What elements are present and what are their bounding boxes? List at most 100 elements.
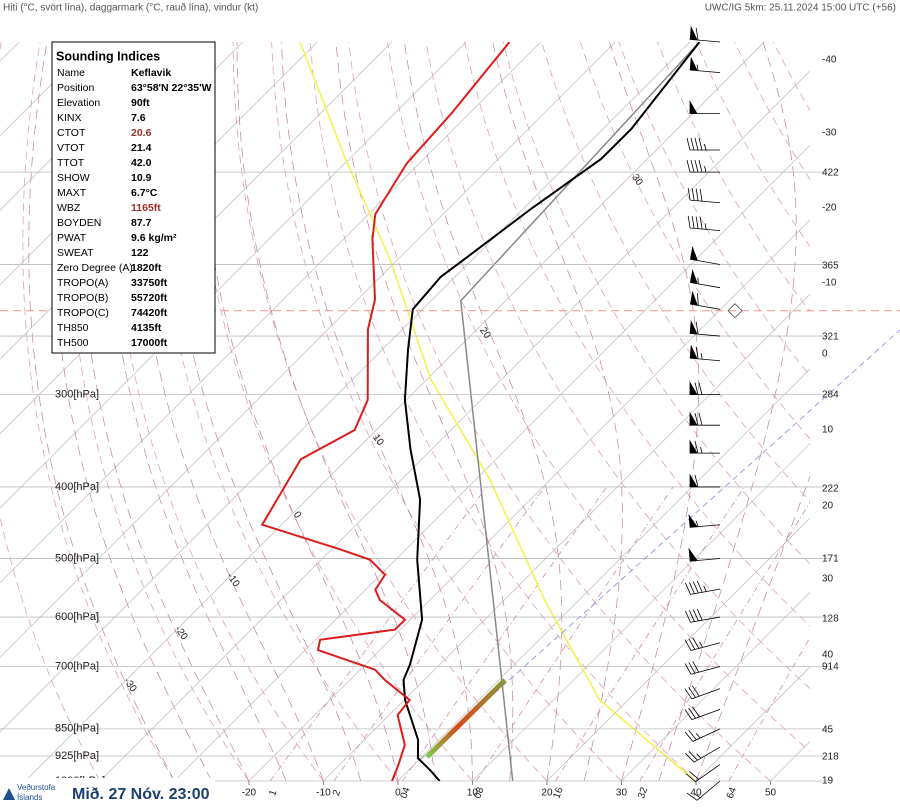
isotherm	[323, 293, 810, 781]
y-tick-label: 300[hPa]	[55, 388, 99, 400]
wind-barb	[689, 245, 721, 265]
index-value: Keflavik	[131, 67, 171, 79]
right-label: 20	[822, 501, 834, 512]
index-label: MAXT	[57, 187, 87, 199]
wind-barb	[689, 25, 721, 43]
isotherm	[0, 42, 542, 584]
isotherm	[0, 42, 169, 211]
right-label: 218	[822, 752, 839, 763]
wind-barb	[686, 137, 720, 151]
x-tick-label: 10	[467, 788, 479, 799]
x-tick-label: 40	[690, 788, 702, 799]
wind-barb	[688, 547, 721, 562]
right-label: 171	[822, 554, 839, 565]
index-value: 1165ft	[131, 202, 161, 214]
wind-barb	[689, 290, 721, 310]
indices-box	[51, 41, 216, 354]
right-label: 40	[822, 650, 834, 661]
wind-barb	[687, 215, 721, 232]
right-label: -30	[822, 128, 837, 139]
index-label: SWEAT	[57, 247, 94, 259]
isotherm	[397, 368, 810, 781]
right-label: 45	[822, 725, 834, 736]
wind-barb	[689, 473, 720, 488]
index-value: 122	[131, 247, 149, 259]
mixing-ratio-label: 1	[267, 788, 279, 797]
index-label: TTOT	[57, 157, 85, 169]
header-right: UWC/IG 5km: 25.11.2024 15:00 UTC (+56)	[705, 3, 896, 14]
wind-barb	[685, 746, 721, 763]
index-label: TROPO(B)	[57, 292, 108, 304]
isotherm	[99, 70, 810, 781]
mixing-ratio-label: 32	[636, 786, 650, 801]
mixing-ratio-label: 2	[331, 788, 343, 797]
index-label: Elevation	[57, 97, 100, 109]
y-tick-label: 850[hPa]	[55, 723, 99, 735]
index-value: 87.7	[131, 217, 152, 229]
right-label: 321	[822, 332, 839, 343]
index-label: SHOW	[57, 172, 90, 184]
wind-barb	[689, 381, 720, 395]
index-value: 17000ft	[131, 337, 168, 349]
index-label: Zero Degree (A)	[57, 262, 133, 274]
right-label: 0	[822, 349, 828, 360]
index-value: 7.6	[131, 112, 146, 124]
wind-barb	[689, 100, 720, 115]
y-tick-label: 400[hPa]	[55, 481, 99, 493]
isotherm	[621, 591, 810, 781]
wind-barb	[689, 56, 721, 73]
isotherm	[174, 144, 810, 781]
wind-barb	[689, 411, 720, 426]
wind-barb	[688, 513, 721, 528]
x-tick-label: -10	[316, 788, 331, 799]
isotherm	[0, 42, 616, 658]
isotherm	[472, 442, 810, 781]
wind-barb	[686, 780, 721, 801]
wind-barb	[684, 637, 721, 651]
index-label: TH500	[57, 337, 89, 349]
wind-barb	[689, 269, 721, 289]
logo-text: Veðurstofa	[17, 783, 56, 792]
foreground: 1 2 04 08 16 32 64 300[hPa] 400[hPa] 500[hPa] 600[…	[0, 25, 900, 808]
x-tick-label: -20	[242, 788, 257, 799]
right-label: 30	[822, 574, 834, 585]
index-label: WBZ	[57, 202, 81, 214]
mixing-ratio-line	[475, 486, 674, 781]
y-tick-label: 700[hPa]	[55, 660, 99, 672]
right-label: 222	[822, 484, 839, 495]
right-label: 365	[822, 261, 839, 272]
wind-barb	[686, 160, 720, 173]
mixing-ratio-label: 04	[399, 786, 413, 801]
indices-title: Sounding Indices	[56, 49, 160, 63]
right-label: -20	[822, 203, 837, 214]
x-tick-label: 50	[765, 788, 777, 799]
right-label: 284	[822, 390, 839, 401]
y-tick-label: 500[hPa]	[55, 552, 99, 564]
index-value: 9.6 kg/m²	[131, 232, 177, 244]
wind-barb	[684, 728, 721, 742]
x-tick-label: 0	[395, 788, 401, 799]
index-label: VTOT	[57, 142, 85, 154]
isotherm	[0, 42, 691, 733]
index-label: PWAT	[57, 232, 87, 244]
right-label: -10	[822, 278, 837, 289]
wind-barb	[684, 661, 721, 675]
index-value: 90ft	[131, 97, 150, 109]
index-value: 1820ft	[131, 262, 162, 274]
profile-line	[299, 42, 696, 781]
footer-time: Mið. 27 Nóv. 23:00	[72, 786, 210, 803]
index-value: 6.7°C	[131, 187, 158, 199]
right-label: 128	[822, 614, 839, 625]
x-tick-label: 30	[616, 788, 628, 799]
isotherm	[25, 42, 765, 781]
index-label: KINX	[57, 112, 82, 124]
wind-barb	[687, 187, 721, 204]
wind-barb	[689, 320, 721, 337]
right-label: 422	[822, 168, 839, 179]
isotherm	[0, 42, 392, 435]
wind-barb	[685, 608, 721, 623]
index-value: 63°58'N 22°35'W	[131, 82, 212, 94]
tropopause-marker	[727, 303, 743, 319]
right-label: 10	[822, 425, 834, 436]
